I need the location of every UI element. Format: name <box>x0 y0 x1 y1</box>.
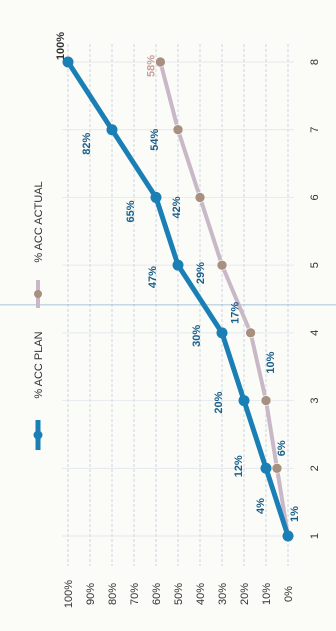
y-tick-label: 20% <box>239 583 251 605</box>
y-tick-label: 60% <box>151 583 163 605</box>
data-point-actual <box>194 192 206 203</box>
data-point-plan <box>62 56 74 68</box>
data-point-plan <box>172 259 184 271</box>
data-point-plan <box>238 395 250 407</box>
x-tick-label: 4 <box>309 330 321 336</box>
y-tick-label: 50% <box>173 583 185 605</box>
data-label-plan: 82% <box>81 132 93 154</box>
y-tick-label: 10% <box>261 583 273 605</box>
y-tick-label: 80% <box>107 583 119 605</box>
data-point-plan <box>150 191 162 203</box>
data-label-plan: 20% <box>213 391 225 413</box>
data-label-plan: 4% <box>255 498 267 514</box>
x-tick-label: 1 <box>309 533 321 539</box>
data-label-plan: 65% <box>125 200 137 222</box>
x-tick-label: 6 <box>309 194 321 200</box>
data-label-plan: 12% <box>233 455 245 477</box>
data-label-plan: 100% <box>55 32 67 60</box>
legend-marker-actual <box>34 290 42 298</box>
data-point-plan <box>106 124 118 136</box>
data-point-actual <box>216 259 228 271</box>
data-point-plan <box>216 327 228 339</box>
data-label-actual: 6% <box>276 440 288 456</box>
data-point-actual <box>260 395 272 406</box>
series-line-plan <box>65 60 291 537</box>
y-tick-label: 30% <box>217 583 229 605</box>
data-point-plan <box>282 530 294 542</box>
legend-label-actual: % ACC ACTUAL <box>33 181 45 262</box>
data-point-actual <box>155 56 166 68</box>
legend-marker-plan <box>33 430 43 440</box>
y-tick-label: 100% <box>63 580 75 608</box>
data-label-actual: 29% <box>195 262 207 284</box>
data-label-actual: 17% <box>230 302 242 324</box>
data-label-actual: 42% <box>171 196 183 218</box>
x-tick-label: 2 <box>309 465 321 471</box>
data-label-plan: 30% <box>191 325 203 347</box>
x-tick-label: 8 <box>309 59 321 65</box>
y-tick-label: 70% <box>129 583 141 605</box>
data-point-actual <box>172 124 184 136</box>
data-label-actual: 10% <box>265 351 277 373</box>
x-tick-label: 3 <box>309 398 321 404</box>
data-label-actual: 1% <box>289 506 301 522</box>
y-tick-label: 0% <box>283 586 295 602</box>
data-label-plan: 47% <box>147 266 159 288</box>
x-tick-label: 7 <box>309 127 321 133</box>
data-point-actual <box>271 462 283 474</box>
x-tick-label: 5 <box>309 262 321 268</box>
series-line-actual <box>158 61 290 537</box>
data-label-actual: 54% <box>149 128 161 150</box>
data-point-plan <box>260 462 272 474</box>
data-point-actual <box>245 327 256 339</box>
y-tick-label: 90% <box>85 583 97 605</box>
y-tick-label: 40% <box>195 583 207 605</box>
data-label-actual: 58% <box>145 55 157 77</box>
legend-label-plan: % ACC PLAN <box>33 331 45 398</box>
